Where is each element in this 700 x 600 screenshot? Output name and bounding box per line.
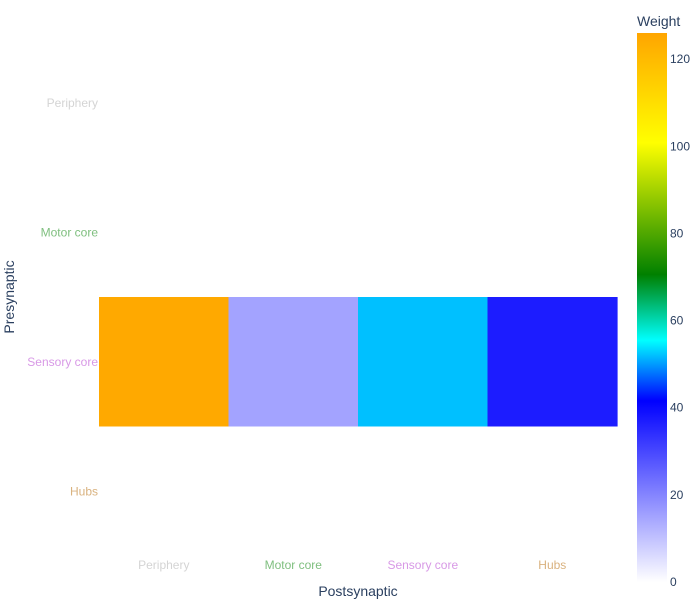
colorbar-gradient <box>637 33 667 582</box>
y-tick-label: Periphery <box>47 96 98 110</box>
colorbar-tick-label: 100 <box>670 139 690 153</box>
x-axis-label: Postsynaptic <box>318 583 397 599</box>
x-tick-label: Sensory core <box>387 558 458 572</box>
colorbar-ticks: 0 20 40 60 80 100 120 <box>670 52 690 589</box>
colorbar-title: Weight <box>637 13 680 29</box>
colorbar-tick-label: 60 <box>670 314 684 328</box>
colorbar-tick-label: 80 <box>670 226 684 240</box>
y-tick-label: Sensory core <box>27 355 98 369</box>
x-tick-label: Motor core <box>265 558 323 572</box>
y-tick-label: Motor core <box>41 225 99 239</box>
heatmap-cell <box>99 297 230 427</box>
y-tick-label: Hubs <box>70 484 98 498</box>
colorbar-tick-label: 0 <box>670 575 677 589</box>
heatmap-cells <box>99 297 618 427</box>
x-tick-label: Hubs <box>538 558 566 572</box>
colorbar-tick-label: 20 <box>670 488 684 502</box>
colorbar-tick-label: 120 <box>670 52 690 66</box>
x-tick-label: Periphery <box>138 558 189 572</box>
colorbar: Weight 0 20 40 60 80 100 120 <box>637 13 690 589</box>
heatmap-cell <box>228 297 359 427</box>
heatmap-cell <box>487 297 618 427</box>
y-tick-labels: Periphery Motor core Sensory core Hubs <box>27 96 99 498</box>
colorbar-tick-label: 40 <box>670 401 684 415</box>
heatmap-cell <box>358 297 489 427</box>
y-axis-label: Presynaptic <box>1 260 17 333</box>
x-tick-labels: Periphery Motor core Sensory core Hubs <box>138 558 566 572</box>
